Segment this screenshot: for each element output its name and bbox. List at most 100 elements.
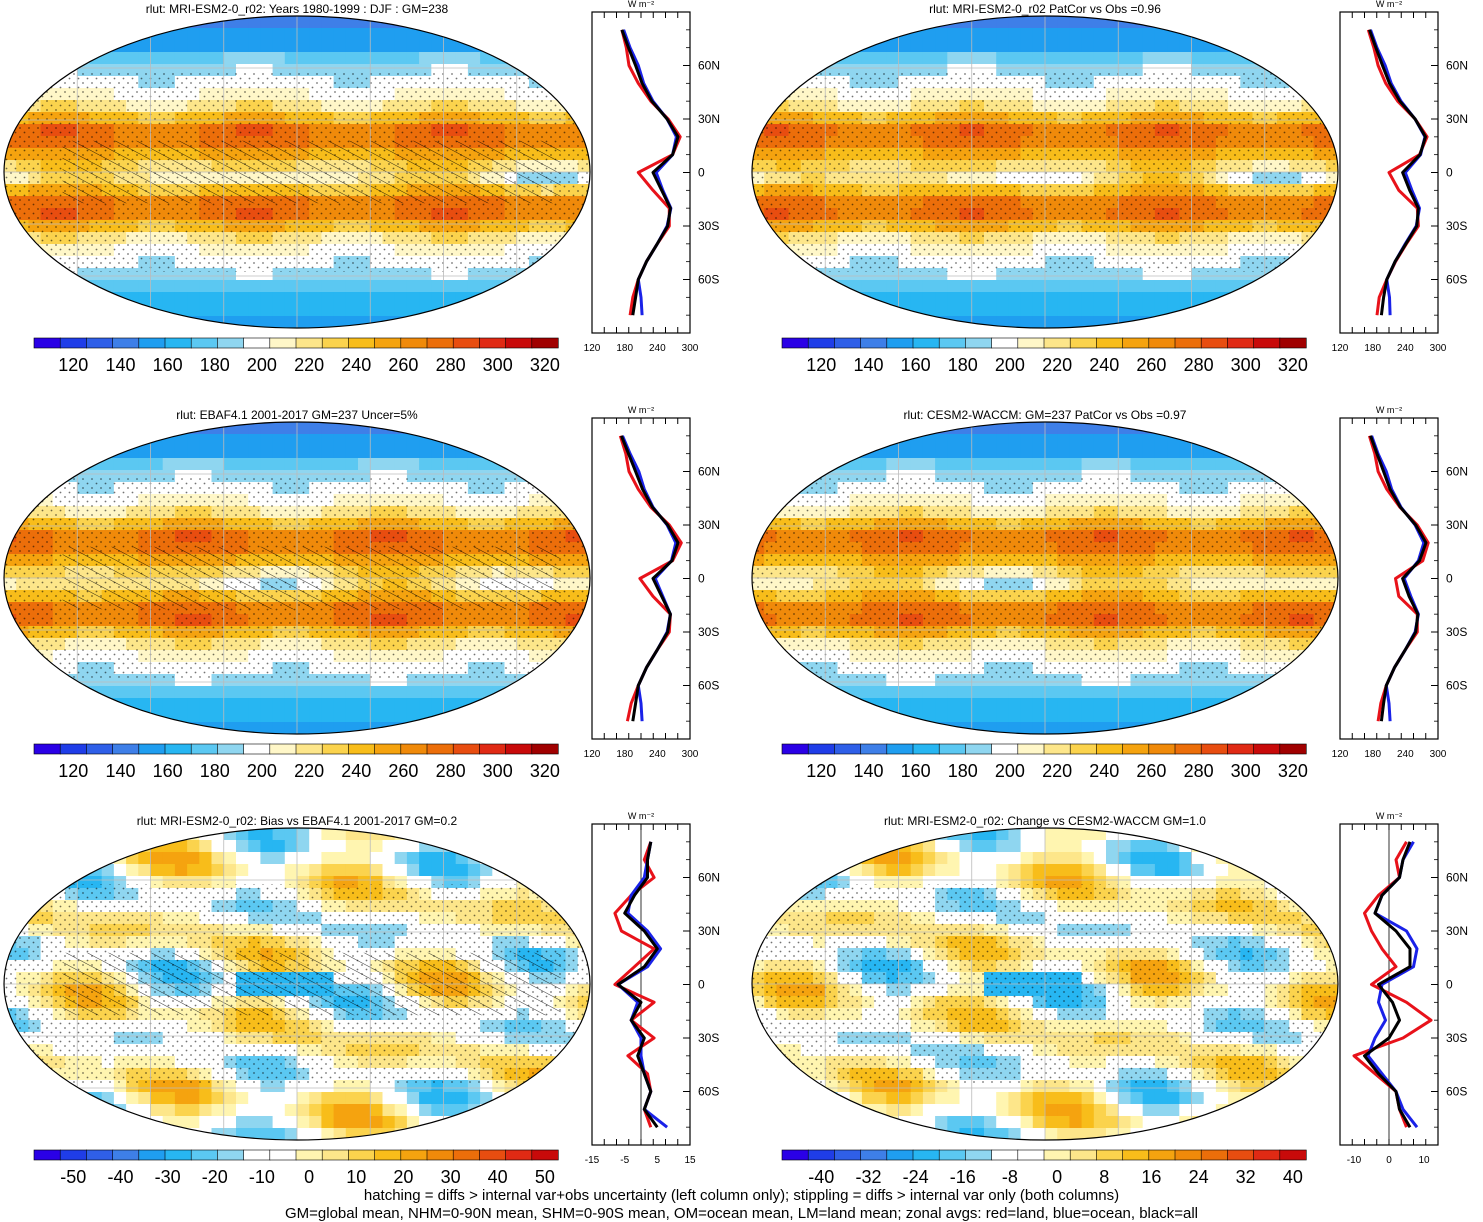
colorbar-tick-label: 120 (58, 355, 88, 375)
colorbar-tick-label: 40 (488, 1167, 508, 1187)
footer-note-hatching: hatching = diffs > internal var+obs unce… (0, 1187, 1483, 1204)
lat-tick-label: 60S (1446, 273, 1467, 287)
colorbar-swatch (165, 744, 192, 754)
colorbar-swatch (453, 744, 480, 754)
colorbar-tick-label: 200 (995, 761, 1025, 781)
colorbar-swatch (506, 338, 532, 348)
colorbar-tick-label: 20 (393, 1167, 413, 1187)
colorbar-swatch (532, 338, 559, 348)
colorbar-swatch (453, 338, 480, 348)
colorbar-tick-label: -10 (249, 1167, 275, 1187)
colorbar-swatch (270, 1150, 297, 1160)
lat-tick-label: 0 (1446, 572, 1453, 586)
colorbar-swatch (1227, 744, 1254, 754)
profile-x-tick-label: 300 (682, 749, 699, 760)
colorbar-tick-label: 120 (806, 355, 836, 375)
colorbar-tick-label: 320 (530, 761, 560, 781)
map-field (4, 16, 591, 329)
colorbar-swatch (1227, 1150, 1254, 1160)
panel-5: rlut: MRI-ESM2-0_r02: Bias vs EBAF4.1 20… (4, 811, 720, 1187)
map-field (752, 828, 1339, 1141)
lat-tick-label: 0 (698, 978, 705, 992)
colorbar-swatch (1070, 1150, 1097, 1160)
colorbar-tick-label: 180 (200, 761, 230, 781)
colorbar-tick-label: -8 (1002, 1167, 1018, 1187)
colorbar-tick-label: 240 (1089, 761, 1119, 781)
colorbar-swatch (1018, 1150, 1045, 1160)
colorbar-tick-label: -24 (903, 1167, 929, 1187)
map-field (4, 828, 591, 1141)
colorbar-tick-label: 260 (388, 355, 418, 375)
colorbar-swatch (217, 744, 244, 754)
colorbar-swatch (401, 338, 428, 348)
profile-unit-label: W m⁻² (628, 0, 654, 9)
colorbar-swatch (1096, 1150, 1123, 1160)
colorbar-swatch (965, 1150, 992, 1160)
colorbar-swatch (244, 1150, 271, 1160)
colorbar-swatch (165, 338, 192, 348)
lat-tick-label: 60N (1446, 59, 1468, 73)
colorbar-swatch (86, 338, 113, 348)
colorbar-swatch (1018, 744, 1045, 754)
colorbar-swatch (191, 338, 218, 348)
colorbar-swatch (348, 338, 375, 348)
colorbar-swatch (1280, 1150, 1307, 1160)
colorbar-tick-label: -30 (155, 1167, 181, 1187)
colorbar-swatch (939, 744, 966, 754)
lat-tick-label: 30N (1446, 112, 1468, 126)
colorbar-tick-label: 200 (247, 761, 277, 781)
colorbar-swatch (34, 744, 61, 754)
colorbar-swatch (453, 1150, 480, 1160)
colorbar-swatch (1201, 744, 1228, 754)
profile-unit-label: W m⁻² (628, 405, 654, 415)
colorbar-tick-label: -20 (202, 1167, 228, 1187)
profile-x-tick-label: 240 (1397, 343, 1414, 354)
lat-tick-label: 60S (698, 273, 719, 287)
colorbar-swatch (808, 338, 835, 348)
colorbar-tick-label: -40 (808, 1167, 834, 1187)
colorbar-swatch (1044, 1150, 1071, 1160)
lat-tick-label: 60N (698, 59, 720, 73)
lat-tick-label: 60S (698, 679, 719, 693)
profile-x-tick-label: 240 (1397, 749, 1414, 760)
colorbar-swatch (401, 1150, 428, 1160)
colorbar-swatch (1070, 338, 1097, 348)
colorbar-swatch (834, 744, 861, 754)
lat-tick-label: 60N (1446, 465, 1468, 479)
panel-title: rlut: MRI-ESM2-0_r02: Change vs CESM2-WA… (884, 814, 1206, 828)
panel-2: rlut: MRI-ESM2-0_r02 PatCor vs Obs =0.96… (752, 0, 1468, 375)
colorbar-tick-label: 200 (247, 355, 277, 375)
lat-tick-label: 30S (1446, 219, 1467, 233)
colorbar-tick-label: 50 (535, 1167, 555, 1187)
colorbar-swatch (992, 1150, 1019, 1160)
colorbar-tick-label: 240 (341, 355, 371, 375)
colorbar-tick-label: 280 (436, 355, 466, 375)
colorbar-swatch (913, 744, 940, 754)
colorbar-swatch (60, 744, 86, 754)
colorbar-swatch (861, 338, 888, 348)
map-field (752, 422, 1339, 735)
colorbar-tick-label: 260 (1136, 355, 1166, 375)
profile-x-tick-label: 15 (684, 1155, 696, 1166)
colorbar-swatch (191, 1150, 218, 1160)
colorbar-swatch (1149, 744, 1176, 754)
profile-x-tick-label: 300 (1430, 749, 1447, 760)
colorbar-tick-label: 10 (346, 1167, 366, 1187)
panel-title: rlut: MRI-ESM2-0_r02: Bias vs EBAF4.1 20… (137, 814, 458, 828)
lat-tick-label: 60N (698, 465, 720, 479)
colorbar-swatch (913, 1150, 940, 1160)
colorbar-swatch (913, 338, 940, 348)
colorbar-tick-label: 160 (901, 355, 931, 375)
colorbar-swatch (1175, 338, 1202, 348)
profile-x-tick-label: 120 (584, 343, 601, 354)
colorbar-tick-label: -16 (950, 1167, 976, 1187)
colorbar-swatch (139, 1150, 166, 1160)
footer-note-legend: GM=global mean, NHM=0-90N mean, SHM=0-90… (0, 1205, 1483, 1222)
lat-tick-label: 0 (1446, 978, 1453, 992)
